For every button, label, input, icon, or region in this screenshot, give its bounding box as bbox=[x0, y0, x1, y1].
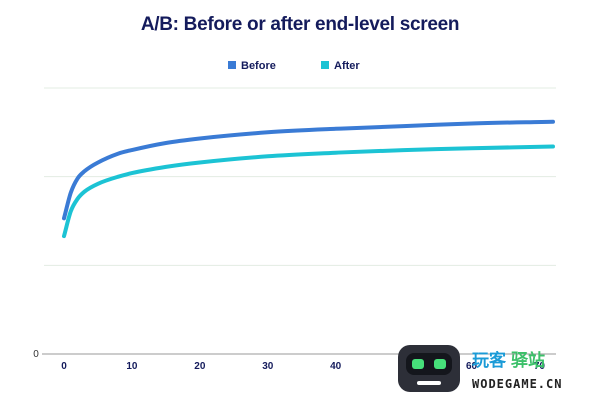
gridlines bbox=[44, 87, 556, 266]
watermark-url: WODEGAME.CN bbox=[472, 377, 562, 391]
x-tick-label: 10 bbox=[126, 361, 138, 372]
legend-swatch bbox=[228, 61, 236, 69]
x-tick-label: 0 bbox=[61, 361, 67, 372]
x-tick-label: 40 bbox=[330, 361, 342, 372]
x-tick-label: 30 bbox=[262, 361, 274, 372]
legend-label: After bbox=[334, 60, 360, 72]
series-lines bbox=[62, 119, 555, 239]
series-line-after bbox=[62, 144, 555, 239]
watermark-text-a: 玩客 bbox=[472, 350, 507, 371]
legend-swatch bbox=[321, 61, 329, 69]
legend: Before After bbox=[228, 60, 360, 72]
watermark-text-b: 驿站 bbox=[511, 350, 545, 371]
robot-eye-right-icon bbox=[434, 359, 446, 369]
chart-title: A/B: Before or after end-level screen bbox=[141, 14, 459, 35]
watermark: 玩客 驿站 WODEGAME.CN bbox=[398, 345, 562, 392]
y-axis-ticks: 0 bbox=[33, 349, 39, 360]
robot-mouth-icon bbox=[417, 381, 441, 385]
series-line-before bbox=[62, 119, 555, 221]
x-tick-label: 70 bbox=[534, 361, 546, 372]
x-tick-label: 60 bbox=[466, 361, 478, 372]
y-tick-label: 0 bbox=[33, 349, 39, 360]
robot-face-icon bbox=[406, 353, 452, 375]
legend-label: Before bbox=[241, 60, 276, 72]
x-tick-label: 20 bbox=[194, 361, 206, 372]
robot-eye-left-icon bbox=[412, 359, 424, 369]
